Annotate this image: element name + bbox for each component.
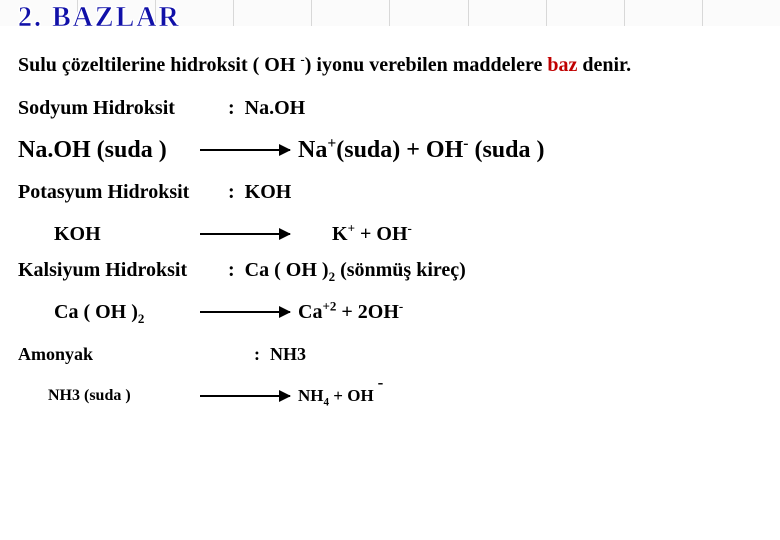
row-sodium-eq: Na.OH (suda ) Na+(suda) + OH- (suda ) — [18, 133, 762, 167]
sodium-rhs: Na+(suda) + OH- (suda ) — [298, 137, 545, 164]
ammonia-name: Amonyak — [18, 344, 218, 365]
arrow-icon — [200, 149, 290, 151]
txt: (suda ) — [468, 137, 544, 163]
colon: : — [218, 97, 245, 120]
txt: + OH — [355, 223, 408, 245]
koh-rhs: K+ + OH- — [332, 223, 412, 246]
calcium-formula: Ca ( OH )2 (sönmüş kireç) — [245, 259, 466, 282]
def-red: baz — [547, 54, 577, 76]
content: Sulu çözeltilerine hidroksit ( OH -) iyo… — [0, 26, 780, 413]
definition-line: Sulu çözeltilerine hidroksit ( OH -) iyo… — [18, 54, 762, 77]
row-koh-eq: KOH K+ + OH- — [18, 217, 762, 251]
arrow-icon — [200, 311, 290, 313]
caoh-rhs: Ca+2 + 2OH- — [298, 301, 403, 324]
row-caoh-eq: Ca ( OH )2 Ca+2 + 2OH- — [18, 295, 762, 329]
txt: Ca ( OH ) — [54, 301, 138, 323]
koh-lhs: KOH — [54, 223, 194, 246]
row-sodium-name: Sodyum Hidroksit : Na.OH — [18, 91, 762, 125]
page-title: 2. BAZLAR — [18, 2, 181, 34]
potassium-name: Potasyum Hidroksit — [18, 181, 218, 204]
txt: K — [332, 223, 348, 245]
row-calcium-name: Kalsiyum Hidroksit : Ca ( OH )2 (sönmüş … — [18, 253, 762, 287]
ammonia-formula: NH3 — [270, 344, 306, 365]
row-nh3-eq: NH3 (suda ) NH4 + OH- — [18, 379, 762, 413]
nh3-rhs: NH4 + OH- — [298, 386, 379, 406]
arrow-icon — [200, 395, 290, 397]
caoh-lhs: Ca ( OH )2 — [54, 301, 194, 324]
txt: + OH — [329, 386, 374, 405]
txt: (suda) + OH — [336, 137, 463, 163]
sodium-name: Sodyum Hidroksit — [18, 97, 218, 120]
def-pre: Sulu çözeltilerine hidroksit ( OH — [18, 54, 300, 76]
colon: : — [218, 259, 245, 282]
txt: 3 — [297, 344, 306, 364]
sodium-lhs: Na.OH (suda ) — [18, 137, 194, 164]
txt: NH — [270, 344, 297, 364]
txt: NH — [48, 387, 72, 404]
sodium-formula: Na.OH — [245, 97, 306, 120]
def-post: denir. — [577, 54, 631, 76]
potassium-formula: KOH — [245, 181, 292, 204]
def-mid: ) iyonu verebilen maddelere — [305, 54, 548, 76]
calcium-name: Kalsiyum Hidroksit — [18, 259, 218, 282]
colon: : — [254, 344, 270, 365]
txt: Ca — [298, 301, 322, 323]
txt: Ca ( OH ) — [245, 259, 329, 281]
colon: : — [218, 181, 245, 204]
row-potassium-name: Potasyum Hidroksit : KOH — [18, 175, 762, 209]
txt: + 2OH — [336, 301, 399, 323]
txt: (sönmüş kireç) — [335, 259, 466, 281]
txt: NH — [298, 386, 324, 405]
nh3-lhs: NH3 (suda ) — [48, 387, 194, 405]
txt: 3 (suda ) — [72, 387, 131, 404]
row-ammonia-name: Amonyak : NH3 — [18, 337, 762, 371]
txt: Na — [298, 137, 327, 163]
arrow-icon — [200, 233, 290, 235]
